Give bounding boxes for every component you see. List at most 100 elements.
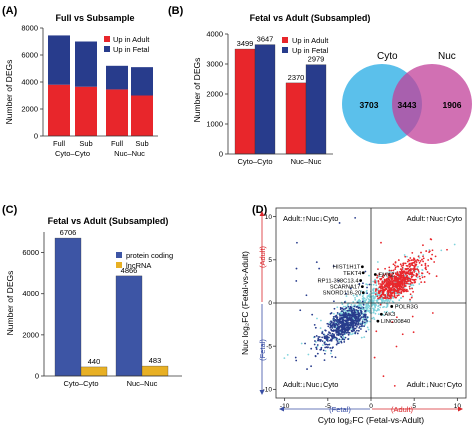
scatter-point-adult: [374, 281, 377, 284]
scatter-point: [342, 305, 345, 308]
scatter-point-fetal: [347, 318, 349, 321]
scatter-point: [374, 305, 377, 308]
scatter-point-adult: [385, 278, 388, 280]
scatter-point-adult: [418, 261, 421, 264]
scatter-point: [374, 278, 377, 281]
panel-a-y-label: Number of DEGs: [4, 60, 14, 125]
scatter-point-fetal: [342, 319, 345, 322]
scatter-point-adult: [380, 283, 382, 286]
scatter-point: [352, 305, 355, 308]
scatter-point: [409, 298, 411, 301]
scatter-point-fetal: [350, 307, 353, 309]
scatter-point: [295, 280, 298, 282]
y-direction-adult: (Adult): [258, 245, 267, 268]
scatter-point-fetal: [334, 315, 337, 318]
quadrant-label-top-left: Adult:↑Nuc↓Cyto: [283, 214, 338, 223]
scatter-point: [324, 350, 327, 352]
scatter-point: [350, 308, 353, 311]
scatter-point: [406, 255, 408, 258]
scatter-point: [400, 297, 402, 300]
scatter-point: [366, 283, 369, 286]
scatter-point-adult: [404, 289, 407, 292]
scatter-point-adult: [411, 278, 414, 281]
bar-value-label: 3499: [237, 39, 254, 48]
bar-up-in-adult: [131, 95, 153, 136]
scatter-point-adult: [422, 260, 424, 263]
scatter-point-fetal: [362, 306, 365, 309]
scatter-point-fetal: [357, 313, 360, 316]
scatter-point-adult: [431, 249, 434, 252]
scatter-point-fetal: [318, 336, 321, 338]
scatter-point: [332, 265, 335, 267]
scatter-point-adult: [387, 282, 390, 285]
scatter-point-adult: [382, 276, 385, 279]
scatter-point-fetal: [355, 322, 358, 325]
scatter-point-fetal: [320, 346, 323, 349]
scatter-point-fetal: [341, 333, 344, 336]
bar-up-in-fetal: [75, 41, 97, 87]
scatter-point-adult: [402, 295, 404, 298]
scatter-point-fetal: [342, 330, 344, 333]
scatter-point-fetal: [344, 328, 347, 331]
scatter-point: [376, 294, 379, 296]
x-direction-fetal: (Fetal): [329, 405, 351, 414]
scatter-point-fetal: [342, 322, 345, 325]
scatter-point-fetal: [354, 332, 357, 335]
scatter-point-adult: [402, 264, 405, 267]
scatter-point-fetal: [347, 333, 350, 336]
scatter-point-adult: [394, 261, 397, 264]
scatter-point: [364, 299, 366, 302]
scatter-point: [418, 272, 420, 275]
scatter-point-fetal: [319, 348, 322, 351]
scatter-point-adult: [394, 266, 397, 269]
gene-point: [360, 285, 364, 288]
scatter-point: [300, 342, 303, 345]
scatter-point-adult: [389, 280, 392, 283]
bar-value-label: 4866: [121, 266, 138, 275]
scatter-point-adult: [384, 267, 386, 270]
bar-up-in-adult: [48, 84, 70, 136]
scatter-point-adult: [431, 253, 434, 256]
scatter-point: [365, 298, 368, 301]
bar-lncrna: [141, 365, 169, 377]
scatter-point-adult: [414, 278, 417, 281]
scatter-point-adult: [388, 297, 391, 300]
scatter-point-adult: [379, 286, 382, 289]
scatter-point-adult: [412, 267, 415, 270]
scatter-point-adult: [397, 277, 400, 280]
scatter-point: [342, 326, 345, 329]
scatter-point-adult: [385, 282, 388, 285]
scatter-point: [373, 309, 376, 312]
scatter-point-adult: [409, 268, 412, 270]
scatter-point: [412, 284, 415, 287]
scatter-point-adult: [411, 287, 414, 290]
y-tick-label: 2000: [22, 330, 39, 339]
scatter-point-fetal: [356, 306, 359, 308]
scatter-point-fetal: [347, 327, 350, 329]
scatter-point: [349, 287, 352, 290]
scatter-point-fetal: [331, 327, 334, 329]
scatter-point-fetal: [337, 322, 340, 325]
scatter-point: [337, 279, 340, 282]
scatter-point-fetal: [336, 317, 338, 320]
scatter-point: [364, 306, 367, 309]
scatter-point-adult: [389, 287, 391, 289]
scatter-point-adult: [395, 276, 398, 279]
scatter-point: [295, 267, 298, 270]
scatter-point: [367, 303, 370, 306]
scatter-point: [418, 283, 421, 285]
y-tick-label: 4000: [206, 30, 223, 39]
scatter-point-fetal: [341, 307, 344, 310]
scatter-point-adult: [376, 295, 379, 298]
scatter-point-fetal: [310, 365, 313, 368]
scatter-point-fetal: [331, 332, 334, 335]
scatter-point-adult: [379, 295, 382, 298]
scatter-point-fetal: [338, 338, 341, 341]
scatter-point-fetal: [340, 325, 342, 328]
scatter-point-adult: [388, 269, 391, 272]
scatter-point-adult: [409, 293, 412, 296]
scatter-point: [378, 308, 381, 311]
venn-diagram: Cyto Nuc 3703 3443 1906: [342, 51, 472, 144]
scatter-point: [401, 333, 404, 336]
scatter-point-fetal: [345, 307, 348, 309]
